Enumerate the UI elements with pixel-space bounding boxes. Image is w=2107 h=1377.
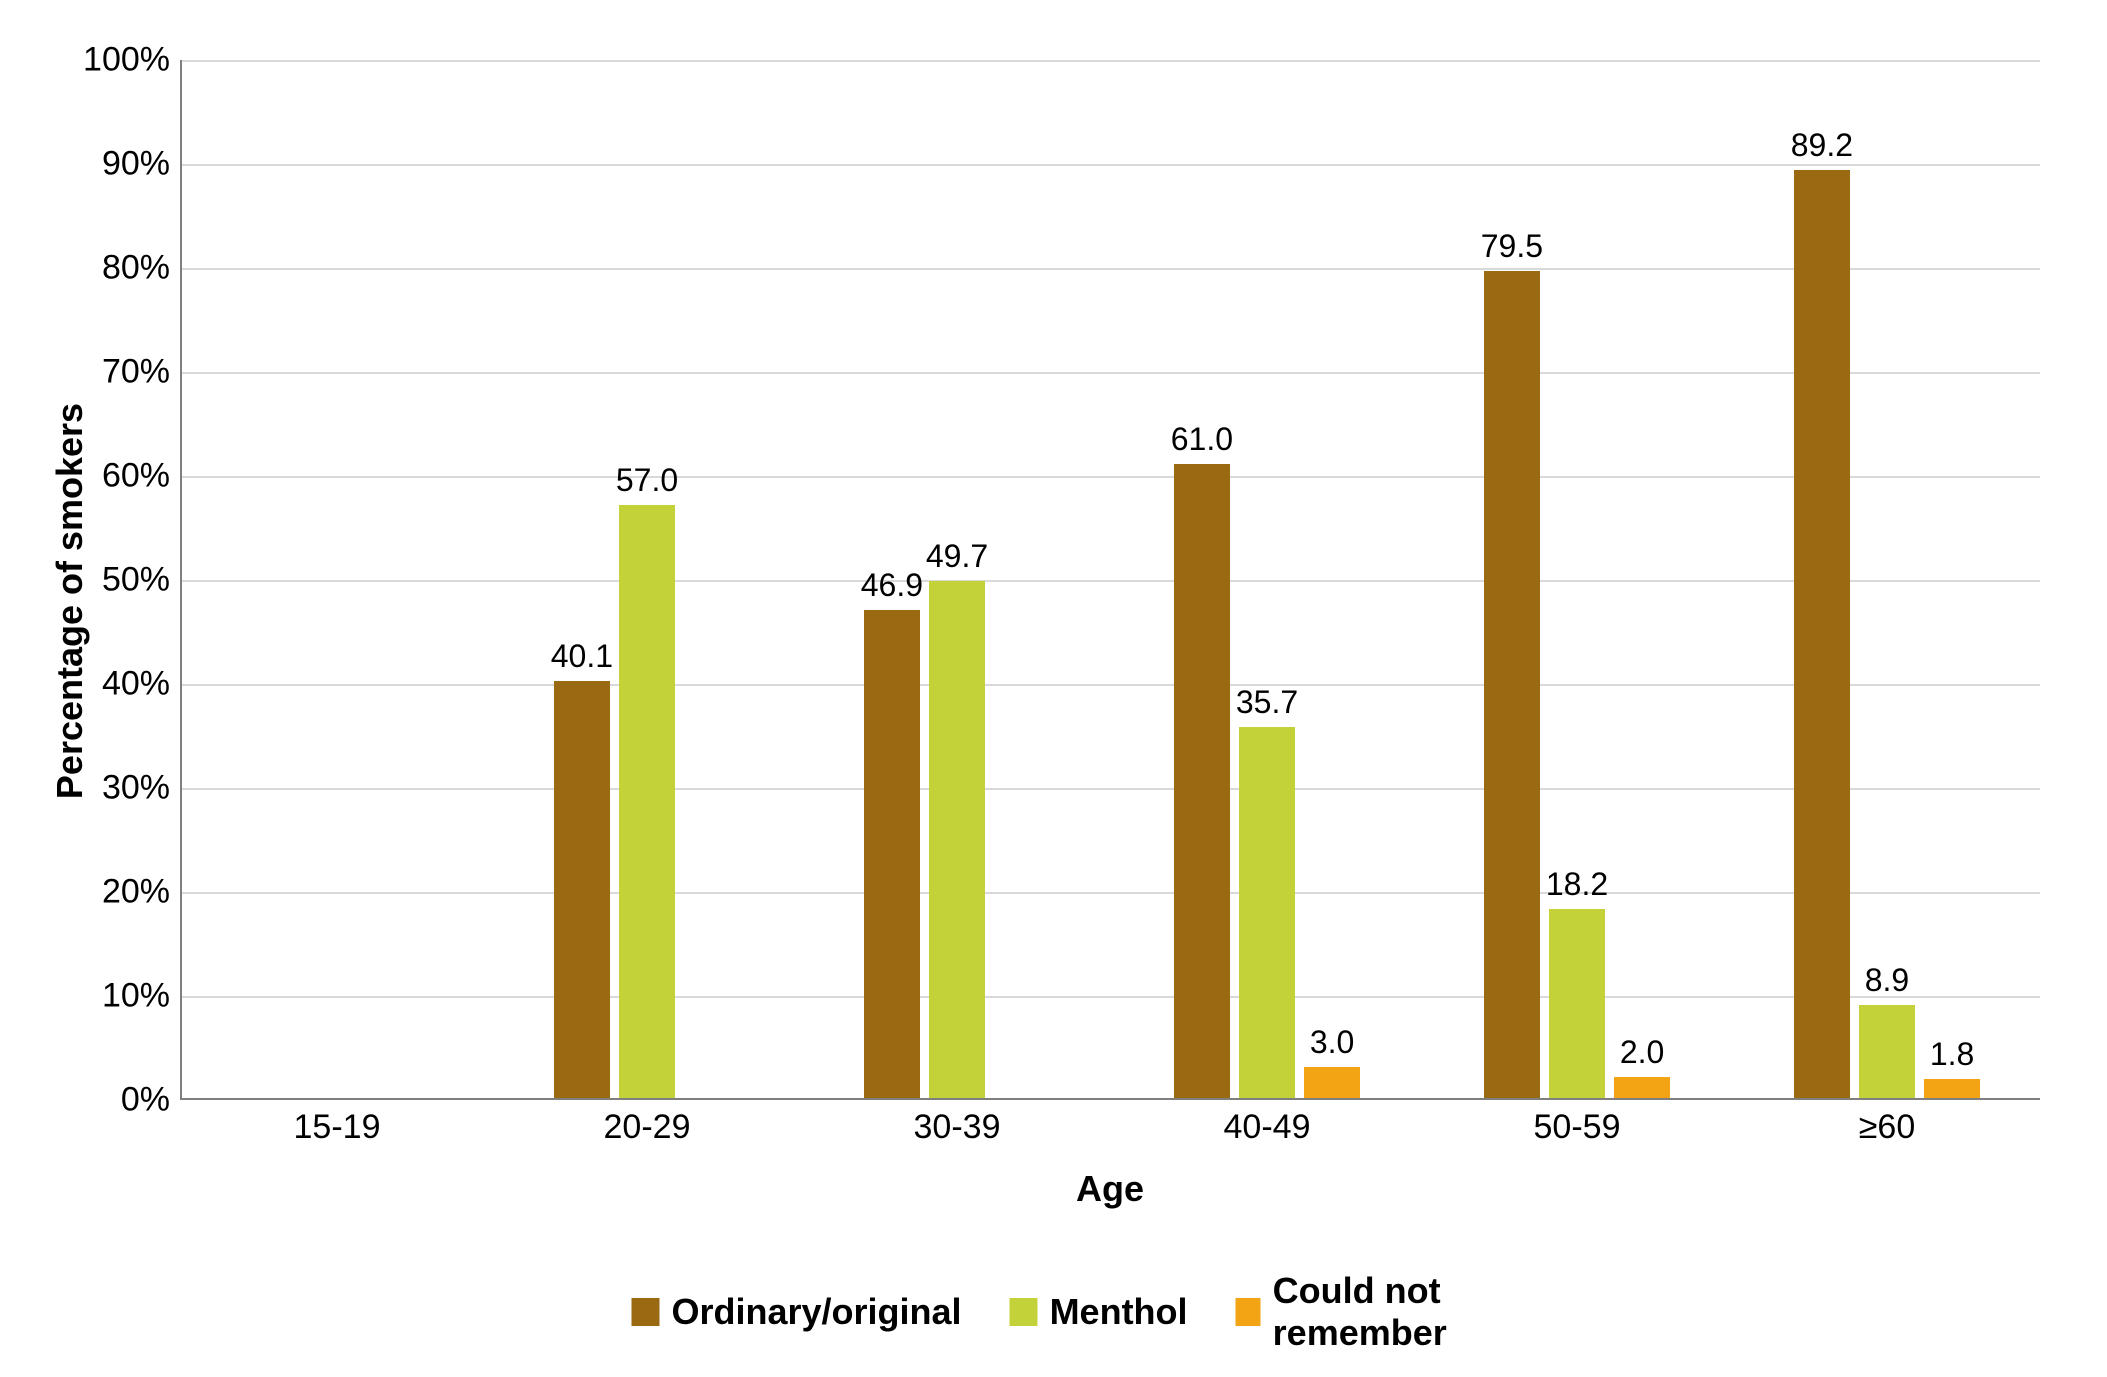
y-tick-label: 50%	[102, 561, 182, 600]
y-tick-label: 0%	[121, 1081, 182, 1120]
bar: 35.7	[1239, 727, 1295, 1098]
bar: 61.0	[1174, 464, 1230, 1098]
gridline	[182, 164, 2040, 166]
x-axis-title: Age	[1076, 1168, 1144, 1210]
bar: 1.8	[1924, 1079, 1980, 1098]
legend-swatch	[1236, 1298, 1261, 1326]
smokers-by-age-chart: 0% 10% 20% 30% 40% 50% 60% 70% 80% 90% 100% 15-19 20…	[40, 40, 2067, 1337]
gridline	[182, 268, 2040, 270]
gridline	[182, 996, 2040, 998]
legend-item: Could not remember	[1236, 1270, 1589, 1354]
gridline	[182, 892, 2040, 894]
y-axis-title: Percentage of smokers	[49, 403, 91, 799]
gridline	[182, 684, 2040, 686]
bar: 49.7	[929, 581, 985, 1098]
gridline	[182, 476, 2040, 478]
y-tick-label: 100%	[83, 41, 182, 80]
x-tick-label: ≥60	[1859, 1098, 1915, 1147]
y-tick-label: 80%	[102, 249, 182, 288]
bar: 57.0	[619, 505, 675, 1098]
bar-value-label: 49.7	[926, 538, 988, 581]
legend-label: Could not remember	[1273, 1270, 1589, 1354]
legend-swatch	[632, 1298, 660, 1326]
bar: 79.5	[1484, 271, 1540, 1098]
x-tick-label: 20-29	[604, 1098, 691, 1147]
y-tick-label: 90%	[102, 145, 182, 184]
bar-value-label: 79.5	[1481, 228, 1543, 271]
legend-item: Menthol	[1010, 1291, 1188, 1333]
bar-value-label: 40.1	[551, 638, 613, 681]
bar: 18.2	[1549, 909, 1605, 1098]
bar: 40.1	[554, 681, 610, 1098]
x-tick-label: 40-49	[1224, 1098, 1311, 1147]
legend-label: Menthol	[1050, 1291, 1188, 1333]
y-tick-label: 40%	[102, 665, 182, 704]
x-tick-label: 30-39	[914, 1098, 1001, 1147]
y-tick-label: 10%	[102, 977, 182, 1016]
gridline	[182, 788, 2040, 790]
legend-swatch	[1010, 1298, 1038, 1326]
y-tick-label: 60%	[102, 457, 182, 496]
plot-area: 0%10%20%30%40%50%60%70%80%90%100%15-1920…	[180, 60, 2040, 1100]
y-tick-label: 20%	[102, 873, 182, 912]
legend-item: Ordinary/original	[632, 1291, 962, 1333]
bar-value-label: 61.0	[1171, 421, 1233, 464]
bar: 3.0	[1304, 1067, 1360, 1098]
legend: Ordinary/original Menthol Could not rememb…	[632, 1270, 1589, 1354]
bar-value-label: 1.8	[1930, 1036, 1974, 1079]
bar-value-label: 2.0	[1620, 1034, 1664, 1077]
bar-value-label: 8.9	[1865, 962, 1909, 1005]
bar-value-label: 3.0	[1310, 1024, 1354, 1067]
bar-value-label: 57.0	[616, 462, 678, 505]
bar: 2.0	[1614, 1077, 1670, 1098]
gridline	[182, 580, 2040, 582]
y-tick-label: 30%	[102, 769, 182, 808]
bar-value-label: 89.2	[1791, 127, 1853, 170]
x-tick-label: 15-19	[294, 1098, 381, 1147]
bar: 8.9	[1859, 1005, 1915, 1098]
gridline	[182, 372, 2040, 374]
gridline	[182, 60, 2040, 62]
bar-value-label: 35.7	[1236, 684, 1298, 727]
legend-label: Ordinary/original	[672, 1291, 962, 1333]
bar: 46.9	[864, 610, 920, 1098]
x-tick-label: 50-59	[1534, 1098, 1621, 1147]
bar: 89.2	[1794, 170, 1850, 1098]
bar-value-label: 46.9	[861, 567, 923, 610]
y-tick-label: 70%	[102, 353, 182, 392]
bar-value-label: 18.2	[1546, 866, 1608, 909]
